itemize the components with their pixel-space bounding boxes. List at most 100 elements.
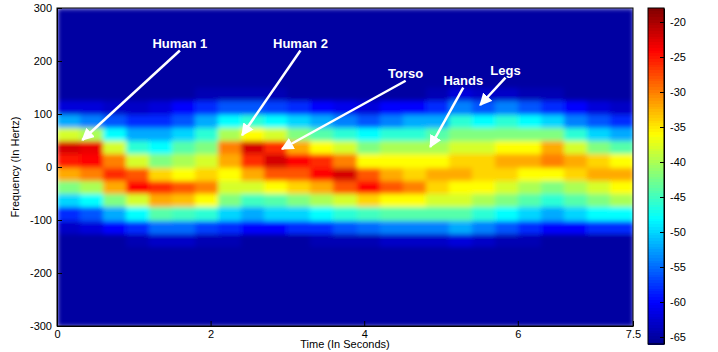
heat-cell xyxy=(333,167,357,181)
heat-cell xyxy=(80,220,104,234)
heat-cell xyxy=(610,207,633,221)
heat-cell xyxy=(403,233,427,247)
heat-cell xyxy=(241,286,265,300)
heat-cell xyxy=(333,286,357,300)
heat-cell xyxy=(103,286,127,300)
heat-cell xyxy=(310,127,334,141)
heat-cell xyxy=(403,154,427,168)
heat-cell xyxy=(610,286,633,300)
tick-mark xyxy=(57,8,62,9)
heat-cell xyxy=(518,48,542,62)
heat-cell xyxy=(357,194,381,208)
heat-cell xyxy=(172,313,196,326)
heat-cell xyxy=(518,8,542,22)
tick-label: -25 xyxy=(670,51,686,63)
heat-cell xyxy=(587,180,611,194)
heat-cell xyxy=(587,8,611,22)
heat-cell xyxy=(357,101,381,115)
heat-cell xyxy=(380,286,404,300)
y-axis: -300-200-1000100200300 xyxy=(30,2,62,332)
heat-cell xyxy=(333,220,357,234)
heat-cell xyxy=(218,194,242,208)
heat-cell xyxy=(80,48,104,62)
heat-cell xyxy=(80,101,104,115)
heat-cell xyxy=(587,88,611,102)
heat-cell xyxy=(149,127,173,141)
annotation-label: Hands xyxy=(443,73,483,88)
tick: 6 xyxy=(515,321,521,340)
heat-cell xyxy=(380,273,404,287)
heat-cell xyxy=(357,167,381,181)
heat-cell xyxy=(541,207,565,221)
heat-cell xyxy=(449,260,473,274)
heat-cell xyxy=(241,233,265,247)
heat-cell xyxy=(264,207,288,221)
heat-cell xyxy=(472,8,496,22)
tick-label: 6 xyxy=(515,328,521,340)
heat-cell xyxy=(426,35,450,49)
heat-cell xyxy=(126,21,150,35)
heat-cell xyxy=(357,154,381,168)
heat-cell xyxy=(610,74,633,88)
heat-cell xyxy=(610,101,633,115)
heat-cell xyxy=(264,247,288,261)
heat-cell xyxy=(57,313,81,326)
heat-cell xyxy=(126,233,150,247)
tick-label: 300 xyxy=(34,2,52,14)
annotations: Human 1Human 2TorsoHandsLegs xyxy=(82,36,520,149)
heat-cell xyxy=(403,260,427,274)
heat-cell xyxy=(80,233,104,247)
heat-cell xyxy=(241,247,265,261)
heat-cell xyxy=(149,273,173,287)
heat-cell xyxy=(264,233,288,247)
heat-cell xyxy=(449,114,473,128)
heat-cell xyxy=(287,154,311,168)
heat-cell xyxy=(610,247,633,261)
tick-mark xyxy=(364,321,365,326)
x-axis: 02467.5 xyxy=(54,321,641,340)
heat-cell xyxy=(80,74,104,88)
heat-cell xyxy=(541,313,565,326)
heat-cell xyxy=(149,286,173,300)
heat-cell xyxy=(241,260,265,274)
heat-cell xyxy=(149,114,173,128)
heat-cell xyxy=(172,74,196,88)
heat-cell xyxy=(403,141,427,155)
heat-cell xyxy=(310,300,334,314)
tick-label: -55 xyxy=(670,261,686,273)
heat-cell xyxy=(264,300,288,314)
tick-label: -40 xyxy=(670,156,686,168)
heat-cell xyxy=(564,286,588,300)
heat-cell xyxy=(587,141,611,155)
heat-cell xyxy=(518,101,542,115)
heat-cell xyxy=(218,313,242,326)
heat-cell xyxy=(472,114,496,128)
tick-label: -200 xyxy=(30,267,52,279)
tick-mark xyxy=(57,114,62,115)
heat-cell xyxy=(495,286,519,300)
heat-cell xyxy=(333,260,357,274)
heat-cell xyxy=(172,8,196,22)
heat-cell xyxy=(310,167,334,181)
heat-cell xyxy=(80,313,104,326)
tick-mark xyxy=(660,92,664,93)
heat-cell xyxy=(564,74,588,88)
heat-cell xyxy=(495,21,519,35)
heat-cell xyxy=(564,180,588,194)
heat-cell xyxy=(103,207,127,221)
heat-cell xyxy=(403,35,427,49)
heat-cell xyxy=(472,88,496,102)
heat-cell xyxy=(495,247,519,261)
heat-cell xyxy=(172,101,196,115)
heat-cell xyxy=(195,220,219,234)
annotation-label: Human 1 xyxy=(152,36,207,51)
heat-cell xyxy=(57,273,81,287)
heat-cell xyxy=(472,127,496,141)
heat-cell xyxy=(495,313,519,326)
heat-cell xyxy=(287,233,311,247)
heat-cell xyxy=(380,300,404,314)
heat-cell xyxy=(357,114,381,128)
heat-cell xyxy=(287,207,311,221)
heat-cell xyxy=(195,127,219,141)
heat-cell xyxy=(57,247,81,261)
